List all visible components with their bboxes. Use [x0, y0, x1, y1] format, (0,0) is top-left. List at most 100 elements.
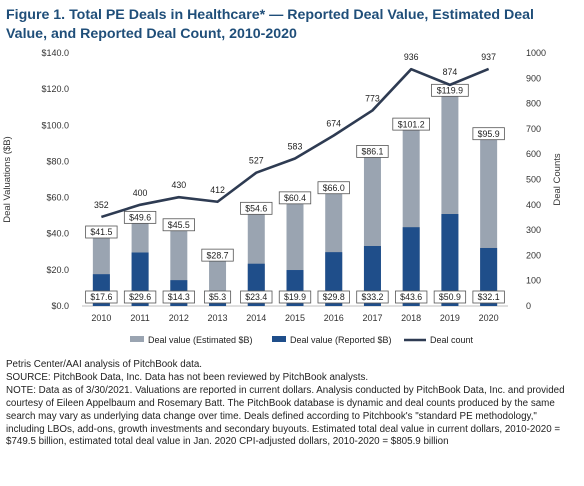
y2-tick-label: 700 — [526, 124, 541, 134]
estimated-value-label: $86.1 — [361, 147, 383, 157]
deal-count-label: 583 — [288, 142, 303, 152]
legend-label-count: Deal count — [430, 335, 474, 345]
estimated-value-label-box — [317, 181, 350, 195]
x-tick-label: 2015 — [285, 313, 305, 323]
deal-count-label: 936 — [404, 52, 419, 62]
y-axis-title: Deal Valuations ($B) — [2, 136, 13, 222]
bar-reported — [441, 214, 459, 306]
methodology-note: NOTE: Data as of 3/30/2021. Valuations a… — [6, 384, 565, 448]
deal-count-label: 874 — [443, 67, 458, 77]
x-tick-label: 2016 — [324, 313, 344, 323]
reported-value-label-box — [433, 290, 467, 304]
y2-tick-label: 1000 — [526, 48, 546, 58]
estimated-value-label-box — [392, 117, 430, 131]
y2-tick-label: 100 — [526, 276, 541, 286]
reported-value-label: $14.3 — [168, 292, 190, 302]
y-tick-label: $20.0 — [46, 265, 69, 275]
x-tick-label: 2011 — [130, 313, 149, 323]
reported-value-label-box — [472, 290, 505, 304]
legend-label-estimated: Deal value (Estimated $B) — [148, 335, 253, 345]
reported-value-label: $50.9 — [439, 292, 461, 302]
legend-swatch-estimated — [130, 336, 144, 342]
y2-tick-label: 900 — [526, 73, 541, 83]
y2-axis-title: Deal Counts — [552, 153, 563, 206]
x-tick-label: 2012 — [169, 313, 189, 323]
estimated-value-label: $41.5 — [90, 227, 112, 237]
reported-value-label: $5.3 — [209, 292, 226, 302]
y-tick-label: $140.0 — [41, 48, 69, 58]
chart: $0.0 $20.0 $40.0 $60.0 $80.0 $100.0 $120.0 $140… — [2, 48, 563, 345]
reported-value-label: $43.6 — [400, 292, 422, 302]
y-tick-label: $0.0 — [51, 301, 69, 311]
estimated-value-label-box — [85, 225, 118, 239]
x-tick-label: 2013 — [208, 313, 228, 323]
deal-count-label: 412 — [210, 185, 225, 195]
deal-count-line — [100, 67, 490, 219]
x-tick-label: 2010 — [91, 313, 111, 323]
y-tick-label: $60.0 — [46, 193, 69, 203]
estimated-value-label-box — [123, 210, 157, 224]
y-tick-label: $100.0 — [41, 120, 69, 130]
y2-tick-label: 600 — [526, 149, 541, 159]
chart-notes: Petris Center/AAI analysis of PitchBook … — [6, 359, 578, 449]
y2-tick-label: 400 — [526, 200, 541, 210]
reported-value-label-box — [395, 290, 428, 304]
reported-value-label-box — [204, 290, 232, 304]
y-tick-label: $80.0 — [46, 156, 69, 166]
estimated-value-label: $66.0 — [323, 183, 345, 193]
x-tick-label: 2020 — [479, 313, 499, 323]
legend-label-reported: Deal value (Reported $B) — [290, 335, 392, 345]
reported-value-label-box — [356, 290, 389, 304]
estimated-value-label: $119.9 — [437, 86, 463, 96]
reported-value-label: $29.8 — [323, 292, 345, 302]
estimated-value-label-box — [472, 127, 505, 141]
chart-title: Figure 1. Total PE Deals in Healthcare* … — [6, 7, 534, 42]
reported-value-label: $23.4 — [245, 292, 267, 302]
reported-value-label-box — [317, 290, 350, 304]
estimated-value-label-box — [356, 145, 389, 158]
deal-count-label: 430 — [171, 180, 186, 190]
estimated-value-label-box — [240, 201, 273, 215]
y2-tick-label: 200 — [526, 250, 541, 260]
x-tick-label: 2017 — [362, 313, 382, 323]
deal-count-label: 527 — [249, 156, 264, 166]
y2-tick-label: 500 — [526, 175, 541, 185]
reported-value-label-box — [162, 290, 195, 304]
reported-value-label: $29.6 — [129, 292, 151, 302]
estimated-value-label: $101.2 — [398, 119, 425, 129]
estimated-value-label: $95.9 — [478, 129, 500, 139]
deal-count-label: 400 — [133, 188, 148, 198]
reported-value-label-box — [278, 290, 312, 304]
y2-tick-label: 800 — [526, 99, 541, 109]
reported-value-label-box — [85, 290, 118, 304]
y-tick-label: $40.0 — [46, 229, 69, 239]
bar-reported — [402, 227, 420, 306]
estimated-value-label: $49.6 — [129, 213, 151, 223]
reported-value-label: $19.9 — [284, 292, 306, 302]
estimated-value-label-box — [201, 248, 234, 262]
deal-count-label: 352 — [94, 200, 109, 210]
source-line-petris: Petris Center/AAI analysis of PitchBook … — [6, 359, 203, 370]
reported-value-label: $33.2 — [361, 292, 383, 302]
reported-value-label: $32.1 — [478, 292, 500, 302]
reported-value-label: $17.6 — [90, 292, 112, 302]
deal-count-label: 674 — [326, 118, 341, 128]
y2-tick-label: 0 — [526, 301, 531, 311]
y-tick-label: $120.0 — [41, 84, 69, 94]
estimated-value-label: $45.5 — [168, 220, 190, 230]
source-line-pitchbook: SOURCE: PitchBook Data, Inc. Data has no… — [6, 371, 369, 383]
estimated-value-label-box — [278, 191, 312, 205]
x-tick-label: 2014 — [246, 313, 266, 323]
x-tick-label: 2019 — [440, 313, 460, 323]
x-tick-label: 2018 — [401, 313, 421, 323]
reported-value-label-box — [123, 290, 157, 304]
legend-swatch-reported — [272, 336, 286, 342]
estimated-value-label: $54.6 — [245, 204, 267, 214]
deal-count-label: 937 — [481, 52, 496, 62]
estimated-value-label: $28.7 — [207, 250, 229, 260]
deal-count-label: 773 — [365, 93, 380, 103]
y2-tick-label: 300 — [526, 225, 541, 235]
estimated-value-label-box — [162, 218, 195, 232]
reported-value-label-box — [240, 290, 273, 304]
estimated-value-label: $60.4 — [284, 193, 306, 203]
